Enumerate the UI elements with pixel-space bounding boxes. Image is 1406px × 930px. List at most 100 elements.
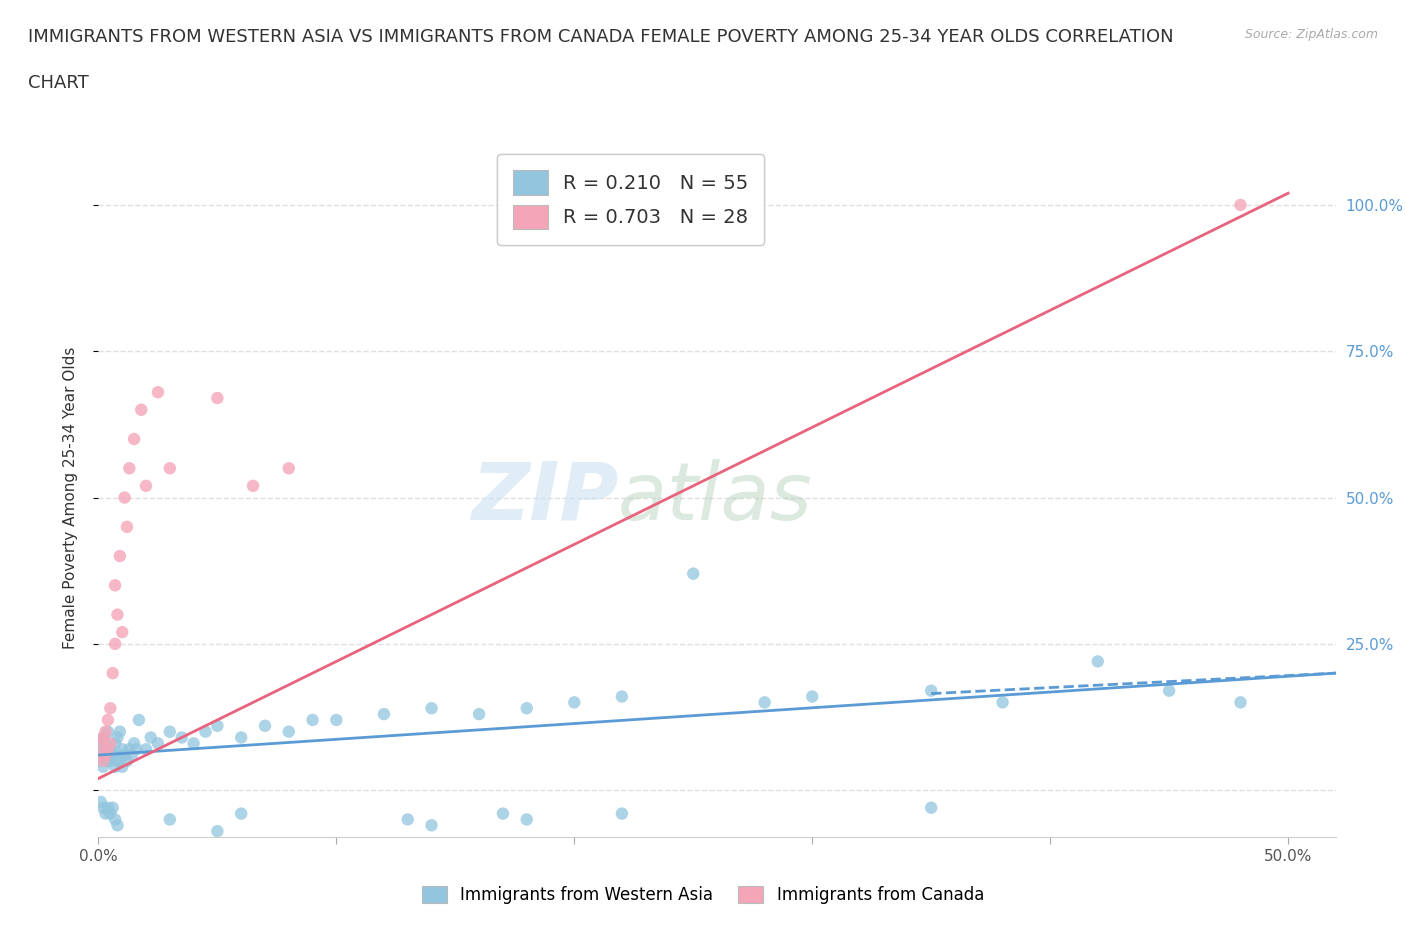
Point	[108, 748, 131, 763]
Point	[91, 742, 114, 757]
Point	[682, 566, 704, 581]
Point	[516, 701, 538, 716]
Point	[277, 724, 299, 739]
Point	[801, 689, 824, 704]
Point	[97, 724, 120, 739]
Point	[91, 730, 114, 745]
Point	[1229, 695, 1251, 710]
Legend: R = 0.210   N = 55, R = 0.703   N = 28: R = 0.210 N = 55, R = 0.703 N = 28	[496, 154, 763, 245]
Point	[920, 801, 942, 816]
Point	[101, 748, 124, 763]
Point	[94, 748, 117, 763]
Point	[97, 801, 120, 816]
Point	[920, 684, 942, 698]
Point	[373, 707, 395, 722]
Point	[183, 736, 205, 751]
Text: atlas: atlas	[619, 458, 813, 537]
Point	[207, 391, 229, 405]
Point	[194, 724, 217, 739]
Point	[159, 461, 181, 476]
Point	[94, 736, 117, 751]
Point	[1087, 654, 1109, 669]
Y-axis label: Female Poverty Among 25-34 Year Olds: Female Poverty Among 25-34 Year Olds	[63, 346, 77, 649]
Point	[492, 806, 515, 821]
Point	[108, 724, 131, 739]
Point	[111, 759, 134, 774]
Point	[91, 801, 114, 816]
Point	[90, 753, 112, 768]
Point	[111, 742, 134, 757]
Point	[301, 712, 323, 727]
Point	[610, 806, 633, 821]
Point	[108, 549, 131, 564]
Text: CHART: CHART	[28, 74, 89, 92]
Point	[101, 666, 124, 681]
Point	[129, 403, 152, 418]
Point	[97, 748, 120, 763]
Point	[115, 519, 138, 534]
Point	[104, 812, 127, 827]
Point	[114, 748, 136, 763]
Point	[118, 461, 141, 476]
Point	[207, 824, 229, 839]
Point	[94, 753, 117, 768]
Point	[754, 695, 776, 710]
Point	[562, 695, 585, 710]
Point	[231, 730, 253, 745]
Point	[231, 806, 253, 821]
Point	[277, 461, 299, 476]
Point	[242, 478, 264, 493]
Point	[159, 812, 181, 827]
Point	[97, 742, 120, 757]
Point	[125, 742, 148, 757]
Point	[91, 753, 114, 768]
Point	[90, 736, 112, 751]
Text: ZIP: ZIP	[471, 458, 619, 537]
Point	[122, 432, 145, 446]
Point	[128, 712, 150, 727]
Point	[107, 817, 129, 832]
Point	[396, 812, 419, 827]
Point	[610, 689, 633, 704]
Point	[104, 759, 127, 774]
Point	[90, 736, 112, 751]
Point	[90, 748, 112, 763]
Point	[91, 759, 114, 774]
Point	[94, 724, 117, 739]
Point	[516, 812, 538, 827]
Point	[146, 736, 169, 751]
Point	[159, 724, 181, 739]
Point	[98, 806, 121, 821]
Point	[90, 794, 112, 809]
Point	[104, 578, 127, 592]
Point	[139, 730, 162, 745]
Point	[253, 718, 276, 733]
Point	[1159, 684, 1181, 698]
Point	[97, 712, 120, 727]
Point	[420, 817, 443, 832]
Point	[111, 625, 134, 640]
Point	[468, 707, 491, 722]
Point	[98, 753, 121, 768]
Point	[135, 478, 157, 493]
Point	[170, 730, 193, 745]
Legend: Immigrants from Western Asia, Immigrants from Canada: Immigrants from Western Asia, Immigrants…	[413, 878, 993, 912]
Point	[90, 748, 112, 763]
Point	[107, 607, 129, 622]
Point	[98, 736, 121, 751]
Point	[101, 801, 124, 816]
Point	[121, 748, 143, 763]
Point	[991, 695, 1014, 710]
Point	[107, 753, 129, 768]
Point	[98, 701, 121, 716]
Point	[146, 385, 169, 400]
Point	[420, 701, 443, 716]
Point	[98, 742, 121, 757]
Point	[94, 806, 117, 821]
Point	[325, 712, 347, 727]
Point	[104, 636, 127, 651]
Point	[135, 742, 157, 757]
Point	[122, 736, 145, 751]
Point	[104, 736, 127, 751]
Point	[118, 742, 141, 757]
